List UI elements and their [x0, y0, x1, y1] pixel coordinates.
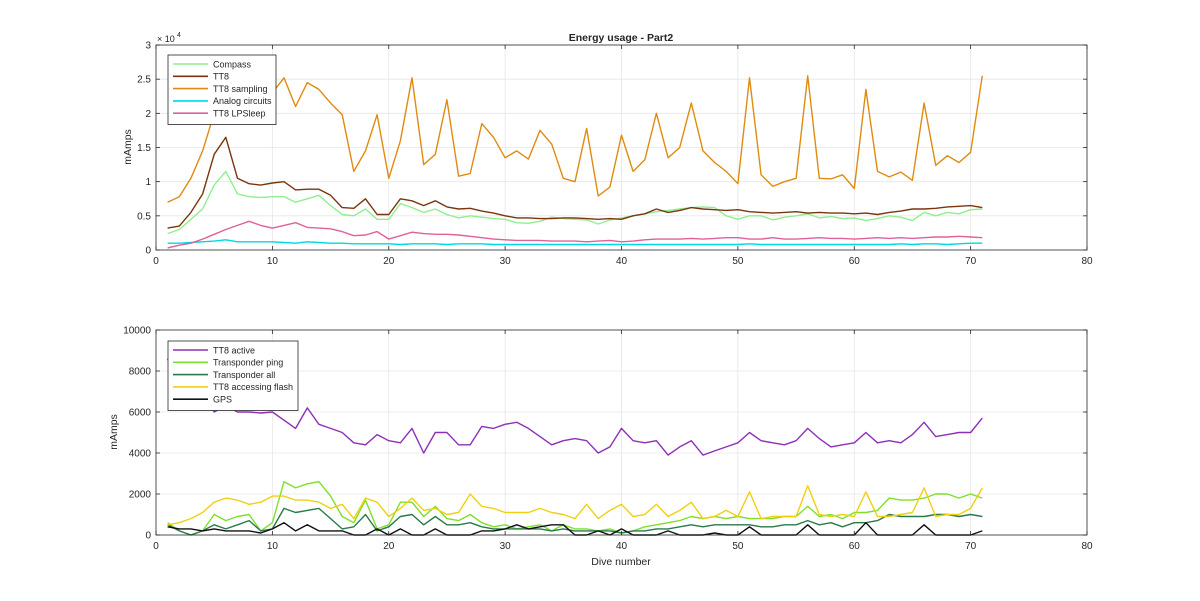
series-line-tt8-active — [166, 358, 983, 456]
x-axis-label: Dive number — [591, 556, 651, 568]
series-line-transponder-all — [167, 507, 983, 536]
x-tick-label: 80 — [1081, 541, 1093, 552]
legend-entry: Compass — [213, 59, 252, 69]
legend-entry: TT8 active — [213, 345, 255, 355]
legend-entry: GPS — [213, 395, 232, 405]
y-tick-label: 3 — [145, 41, 151, 52]
y-tick-label: 8000 — [129, 367, 152, 378]
x-tick-label: 10 — [267, 541, 279, 552]
x-tick-label: 60 — [849, 541, 861, 552]
x-tick-label: 40 — [616, 256, 628, 267]
axes-top: 0 10 20 30 40 50 60 70 80 0 0.5 1 1.5 2 2.5 3 Energy us… — [122, 32, 1093, 267]
y-tick-label: 10000 — [123, 326, 151, 337]
y-tick-label: 2 — [145, 109, 151, 120]
y-axis-label-bottom: mAmps — [108, 414, 120, 450]
x-tick-label: 0 — [153, 541, 159, 552]
legend-entry: TT8 sampling — [213, 84, 268, 94]
x-tick-label: 60 — [849, 256, 861, 267]
legend-entry: TT8 accessing flash — [213, 382, 293, 392]
legend-entry: Transponder all — [213, 370, 275, 380]
series-line-tt8-accessing-flash — [167, 485, 983, 526]
x-tick-label: 70 — [965, 541, 977, 552]
y-tick-label: 0.5 — [137, 211, 151, 222]
x-tick-label: 50 — [732, 541, 744, 552]
y-exponent-power: 4 — [177, 32, 181, 39]
x-tick-label: 10 — [267, 256, 279, 267]
y-tick-label: 0 — [145, 246, 151, 257]
series-line-tt8-lpsleep — [167, 220, 983, 249]
y-axis-label-top: mAmps — [122, 129, 134, 165]
axes-top-ticks: 0 10 20 30 40 50 60 70 80 0 0.5 1 1.5 2 2.5 3 — [137, 41, 1093, 268]
x-tick-label: 40 — [616, 541, 628, 552]
series-line-tt8 — [167, 136, 983, 229]
series-line-tt8-sampling — [167, 75, 983, 203]
y-tick-label: 0 — [145, 531, 151, 542]
y-tick-label: 4000 — [129, 449, 152, 460]
x-tick-label: 50 — [732, 256, 744, 267]
x-tick-label: 20 — [383, 256, 395, 267]
x-tick-label: 30 — [500, 541, 512, 552]
y-exponent-base: × 10 — [157, 34, 175, 44]
legend-entry: TT8 LPSleep — [213, 109, 266, 119]
axes-bottom-grid — [156, 330, 1087, 535]
series-line-compass — [167, 170, 983, 235]
legend-entry: Transponder ping — [213, 358, 283, 368]
legend-entry: Analog circuits — [213, 96, 272, 106]
x-tick-label: 70 — [965, 256, 977, 267]
axes-top-grid — [156, 45, 1087, 250]
axes-top-lines — [167, 75, 983, 249]
y-tick-label: 1 — [145, 177, 151, 188]
series-line-transponder-ping — [167, 481, 983, 536]
y-tick-label: 1.5 — [137, 143, 151, 154]
x-tick-label: 0 — [153, 256, 159, 267]
legend-entry: TT8 — [213, 72, 229, 82]
x-tick-label: 30 — [500, 256, 512, 267]
axes-bottom: 0 10 20 30 40 50 60 70 800200040006000800010000 … — [108, 326, 1093, 569]
x-tick-label: 80 — [1081, 256, 1093, 267]
y-tick-label: 2000 — [129, 490, 152, 501]
y-tick-label: 6000 — [129, 408, 152, 419]
x-tick-label: 20 — [383, 541, 395, 552]
legend-bottom: TT8 active Transponder ping Transponder al… — [167, 340, 299, 411]
chart-title: Energy usage - Part2 — [569, 32, 674, 44]
series-line-analog-circuits — [167, 239, 983, 246]
axes-bottom-ticks: 0 10 20 30 40 50 60 70 80 0 2000 4000 6000 8000 10000 — [123, 326, 1093, 553]
y-tick-label: 2.5 — [137, 75, 151, 86]
legend-top: Compass TT8 TT8 sampling Analog circuits TT8… — [167, 54, 277, 125]
